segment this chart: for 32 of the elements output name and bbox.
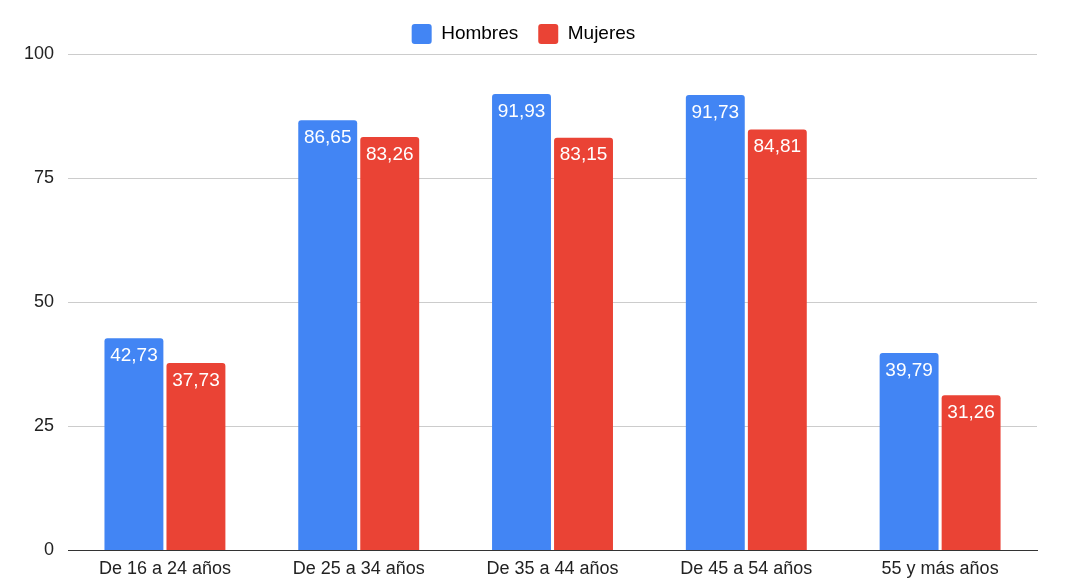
legend-label: Hombres [441,22,519,44]
data-label: 31,26 [947,400,995,422]
x-tick-label: De 16 a 24 años [98,558,231,579]
x-tick-label: De 45 a 54 años [680,558,813,579]
y-tick-label: 100 [23,42,55,63]
x-tick-label: 55 y más años [881,558,999,579]
bar [879,352,939,550]
x-tick-label: De 25 a 34 años [292,558,425,579]
bar [747,129,807,550]
bar [298,120,358,550]
y-tick-label: 50 [34,291,55,312]
data-label: 86,65 [303,126,352,147]
bar [166,363,226,550]
bar [554,137,613,550]
data-label: 91,73 [691,100,740,122]
y-tick-label: 0 [44,539,55,560]
bar [360,137,420,550]
y-tick-label: 25 [34,415,55,436]
data-label: 83,26 [365,142,414,164]
bar [492,94,551,550]
data-label: 39,79 [885,358,933,380]
bar [685,95,745,550]
bar [941,395,1001,550]
data-label: 83,15 [559,143,608,165]
bar [104,338,164,550]
data-label: 37,73 [172,368,220,390]
data-label: 42,73 [110,344,158,366]
data-label: 84,81 [753,135,802,157]
data-label: 91,93 [497,99,546,121]
x-tick-label: De 35 a 44 años [486,558,619,579]
y-tick-label: 75 [34,167,55,188]
legend-label: Mujeres [567,22,636,44]
